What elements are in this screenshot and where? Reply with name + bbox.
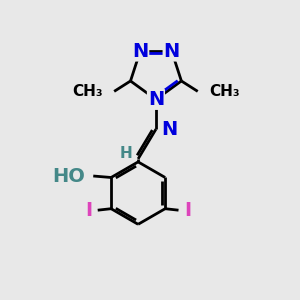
Text: N: N (148, 90, 164, 109)
Text: N: N (132, 42, 148, 61)
Text: CH₃: CH₃ (209, 84, 240, 99)
Text: I: I (184, 201, 191, 220)
Text: I: I (85, 201, 92, 220)
Text: N: N (161, 120, 178, 139)
Text: HO: HO (52, 167, 85, 185)
Text: CH₃: CH₃ (72, 84, 103, 99)
Text: N: N (164, 42, 180, 61)
Text: H: H (119, 146, 132, 161)
